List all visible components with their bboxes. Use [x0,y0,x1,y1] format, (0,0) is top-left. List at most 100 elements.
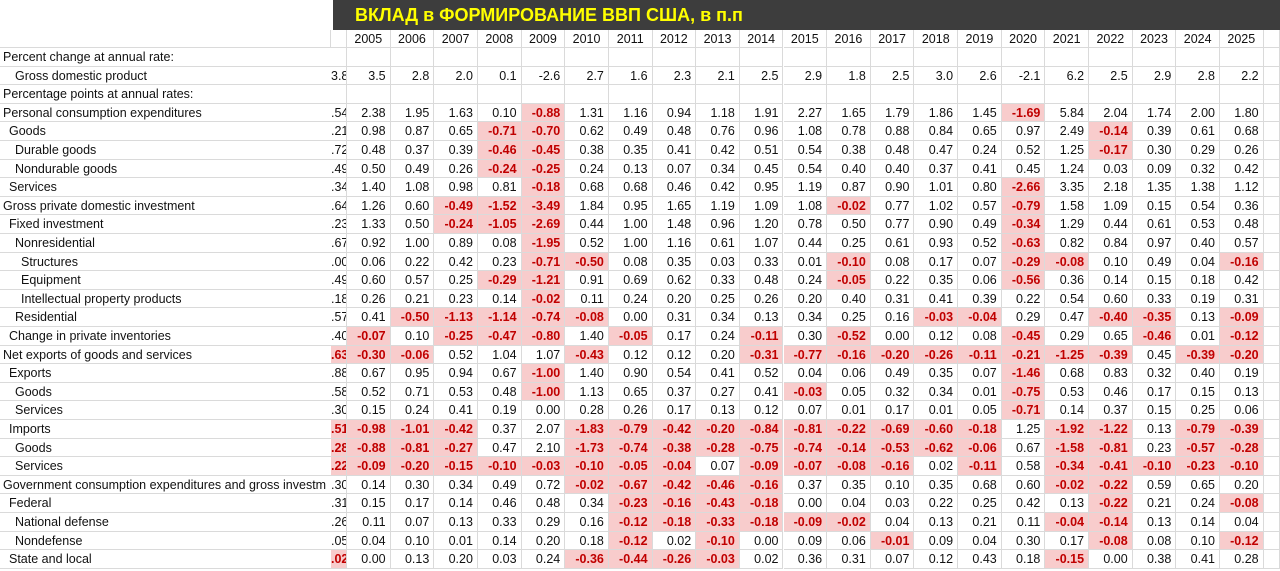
value-cell: 0.02 [914,457,959,476]
value-cell: 0.24 [521,550,566,569]
value-cell: 0.25 [827,308,871,327]
value-cell: 0.06 [347,252,391,272]
value-cell: 0.29 [1001,308,1046,327]
year-header: 2011 [608,30,653,48]
value-cell: 0.24 [608,289,653,309]
value-cell: -1.83 [565,420,609,439]
value-cell: 0.30 [390,475,435,495]
empty-cell [1263,178,1280,197]
empty-cell [1263,308,1280,327]
value-cell: -0.15 [434,457,478,476]
empty-cell [1263,345,1280,365]
value-cell: 0.33 [477,513,522,532]
value-cell: 0.37 [477,420,522,439]
value-cell: 0.44 [1089,215,1133,234]
value-cell: -0.35 [1132,308,1177,327]
value-cell: 0.94 [434,364,478,383]
value-cell: -0.74 [521,308,566,327]
value-cell: 0.65 [1176,475,1220,495]
value-cell: -0.29 [1001,252,1046,272]
value-cell: -0.60 [914,420,959,439]
empty-cell [1263,475,1280,495]
value-cell: 1.13 [565,382,609,402]
value-cell: 0.29 [521,513,566,532]
row-label: Net exports of goods and services [0,346,331,365]
value-cell: 0.04 [827,494,871,513]
value-cell [914,48,959,67]
value-cell: -0.53 [870,438,915,458]
value-cell: 0.34 [696,308,740,327]
value-cell: 0.92 [347,234,391,253]
row-label: Percentage points at annual rates: [0,85,331,104]
value-cell: 0.13 [1176,308,1220,327]
empty-cell [1263,48,1280,67]
cut-cell: .34 [331,178,347,197]
value-cell: -0.06 [390,345,435,365]
value-cell: -0.63 [1001,234,1046,253]
year-header: 2005 [347,30,391,48]
value-cell: 0.03 [696,252,740,272]
value-cell: -1.46 [1001,364,1046,383]
value-cell [1001,85,1046,104]
value-cell: 0.54 [652,364,697,383]
value-cell: -0.09 [347,457,391,476]
value-cell: -0.57 [1176,438,1220,458]
value-cell: 0.23 [434,289,478,309]
value-cell: 0.18 [1001,550,1046,569]
value-cell [870,48,915,67]
value-cell: 0.27 [696,382,740,402]
row-label: Imports [0,420,331,439]
value-cell: 0.08 [608,252,653,272]
value-cell: 0.23 [477,252,522,272]
value-cell: 1.33 [347,215,391,234]
cut-cell: .63 [331,345,347,365]
empty-cell [1263,66,1280,86]
value-cell: 0.52 [739,364,784,383]
value-cell: 0.49 [390,159,435,179]
value-cell: 0.05 [958,401,1002,420]
value-cell: 0.20 [696,345,740,365]
value-cell: 0.17 [652,327,697,346]
value-cell: 0.65 [958,122,1002,141]
value-cell: -0.79 [608,420,653,439]
value-cell: -0.43 [565,345,609,365]
empty-cell [1263,420,1280,439]
value-cell: 0.67 [477,364,522,383]
value-cell: 2.10 [521,438,566,458]
value-cell: -0.46 [1132,327,1177,346]
value-cell: -0.74 [783,438,828,458]
value-cell: 0.09 [914,531,959,551]
value-cell: 0.38 [1132,550,1177,569]
value-cell: 0.13 [914,513,959,532]
value-cell: 0.83 [1089,364,1133,383]
value-cell: 0.00 [783,494,828,513]
value-cell: -0.75 [1001,382,1046,402]
value-cell: 1.19 [783,178,828,197]
value-cell: 0.90 [608,364,653,383]
value-cell: 0.78 [783,215,828,234]
value-cell: 0.07 [652,159,697,179]
value-cell: 0.22 [914,494,959,513]
value-cell: -0.04 [958,308,1002,327]
row-label: Durable goods [0,141,331,160]
value-cell: 0.89 [434,234,478,253]
value-cell: -0.08 [1089,531,1133,551]
value-cell: 0.18 [1176,271,1220,290]
value-cell: 0.20 [521,531,566,551]
value-cell: 0.47 [914,141,959,160]
empty-cell [1263,234,1280,253]
value-cell: -2.66 [1001,178,1046,197]
value-cell: 0.13 [1220,382,1264,402]
year-header: 2015 [783,30,828,48]
value-cell: 0.96 [739,122,784,141]
value-cell: 1.74 [1132,103,1177,123]
value-cell [347,85,391,104]
value-cell: 0.21 [958,513,1002,532]
value-cell: 0.07 [696,457,740,476]
value-cell: 0.34 [434,475,478,495]
empty-cell [1263,550,1280,569]
value-cell: 0.13 [1045,494,1090,513]
value-cell: 6.2 [1045,66,1090,86]
value-cell: 1.6 [608,66,653,86]
value-cell: 1.16 [652,234,697,253]
